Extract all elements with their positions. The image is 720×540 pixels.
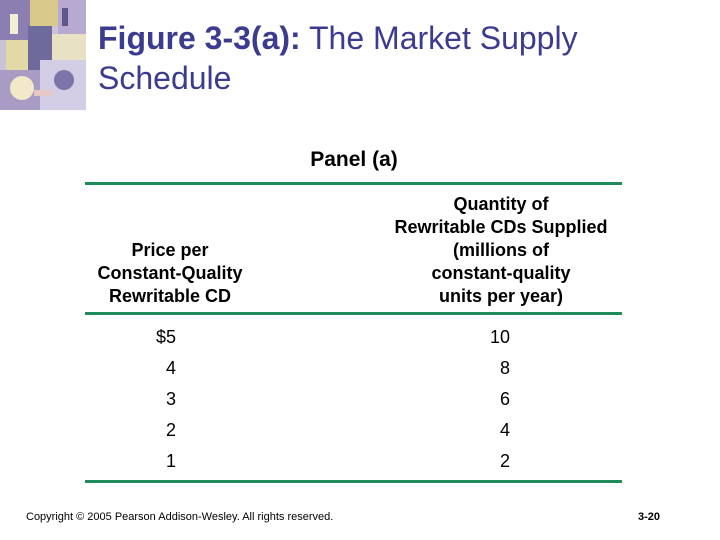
quantity-cell: 10 <box>489 327 510 347</box>
quantity-cell: 6 <box>499 389 510 409</box>
figure-title: The Market Supply Schedule <box>98 20 578 96</box>
table-bottom-rule <box>85 480 622 483</box>
quantity-cell: 2 <box>499 451 510 471</box>
figure-number: Figure 3-3(a): <box>98 20 301 56</box>
price-header-line: Rewritable CD <box>108 286 232 306</box>
quantity-header-line: (millions of <box>453 240 549 260</box>
table-header-rule <box>85 312 622 315</box>
table-top-rule <box>85 182 622 185</box>
quantity-column: 10 8 6 4 2 <box>468 322 510 477</box>
price-column: $5 4 3 2 1 <box>140 322 176 477</box>
price-cell: 2 <box>165 420 176 440</box>
quantity-cell: 4 <box>499 420 510 440</box>
quantity-header-line: Rewritable CDs Supplied <box>394 217 608 237</box>
quantity-header-line: units per year) <box>438 286 564 306</box>
panel-label: Panel (a) <box>310 148 398 171</box>
copyright-notice: Copyright © 2005 Pearson Addison-Wesley.… <box>26 511 334 523</box>
slide-title: Figure 3-3(a): The Market Supply Schedul… <box>98 18 698 98</box>
price-cell: $5 <box>155 327 176 347</box>
quantity-header-line: Quantity of <box>453 194 549 214</box>
price-header-line: Price per <box>131 240 209 260</box>
quantity-header-line: constant-quality <box>431 263 571 283</box>
corner-art-graphic <box>0 0 86 110</box>
page-number: 3-20 <box>637 511 660 523</box>
price-cell: 1 <box>165 451 176 471</box>
quantity-cell: 8 <box>499 358 510 378</box>
corner-art-image <box>0 0 86 110</box>
price-column-header: Price per Constant-Quality Rewritable CD <box>84 239 256 308</box>
price-cell: 3 <box>165 389 176 409</box>
price-cell: 4 <box>165 358 176 378</box>
quantity-column-header: Quantity of Rewritable CDs Supplied (mil… <box>372 193 630 308</box>
price-header-line: Constant-Quality <box>97 263 243 283</box>
